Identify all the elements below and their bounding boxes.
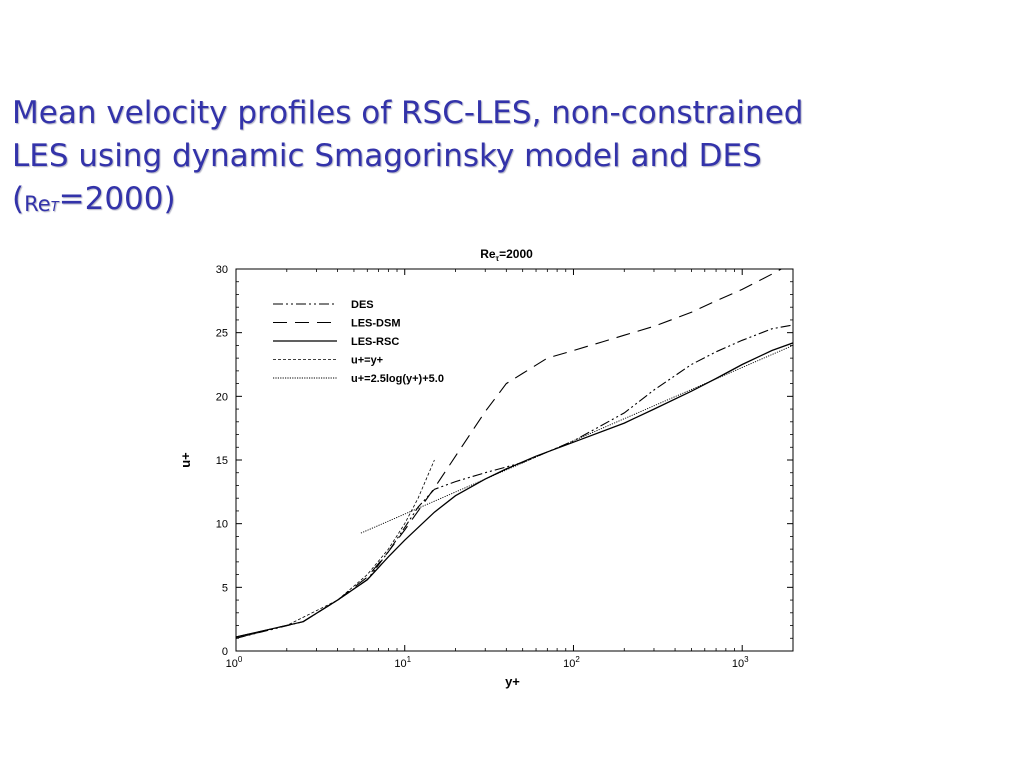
legend-label: u+=2.5log(y+)+5.0 [351, 373, 444, 385]
y-tick-label: 0 [222, 646, 228, 658]
y-tick-label: 5 [222, 582, 228, 594]
title-line-2: LES using dynamic Smagorinsky model and … [12, 138, 762, 174]
y-tick-label: 20 [216, 391, 228, 403]
y-tick-label: 30 [216, 264, 228, 276]
x-axis-label: y+ [505, 674, 520, 689]
y-tick-label: 10 [216, 519, 228, 531]
x-tick-label: 103 [732, 655, 749, 670]
series-line-les-dsm [236, 269, 783, 638]
y-tick-label: 15 [216, 455, 228, 467]
x-tick-label: 101 [394, 655, 411, 670]
title-line-1: Mean velocity profiles of RSC-LES, non-c… [12, 95, 804, 131]
series-line-u-2-5log-y-5-0 [360, 344, 793, 534]
title-line-3-rest: =2000) [58, 181, 176, 217]
series-line-u-y- [236, 459, 435, 639]
chart-title: Reτ=2000 [480, 247, 533, 263]
y-tick-label: 25 [216, 328, 228, 340]
x-tick-label: 100 [226, 655, 243, 670]
legend-label: LES-RSC [351, 336, 399, 348]
title-reynolds-subscript: T [50, 200, 59, 215]
series-line-les-rsc [236, 342, 793, 638]
series-line-des [236, 324, 793, 639]
title-line-3-prefix: ( [12, 181, 25, 217]
legend-label: LES-DSM [351, 318, 401, 330]
legend-label: u+=y+ [351, 355, 383, 367]
title-reynolds-symbol: Re [24, 192, 51, 216]
slide-title: Mean velocity profiles of RSC-LES, non-c… [12, 92, 1012, 229]
plot-frame [235, 268, 794, 652]
y-axis-label: u+ [178, 452, 193, 468]
legend-label: DES [351, 299, 374, 311]
x-tick-label: 102 [563, 655, 580, 670]
